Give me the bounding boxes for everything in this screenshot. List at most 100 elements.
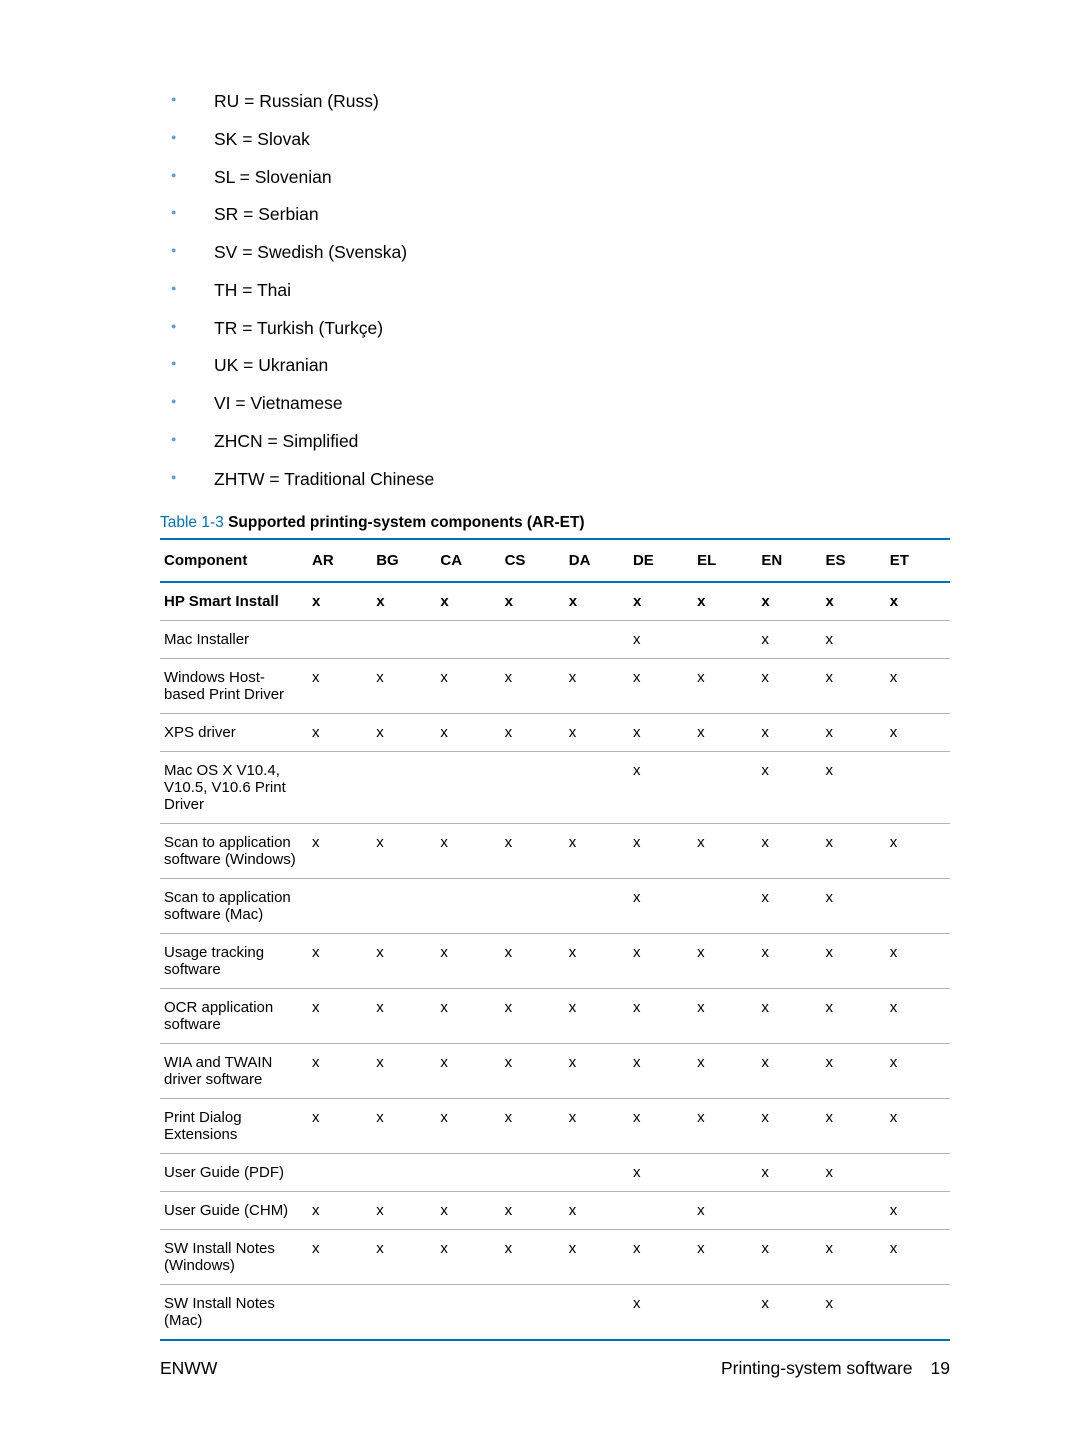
matrix-cell: x xyxy=(501,1230,565,1285)
matrix-cell: x xyxy=(757,659,821,714)
matrix-cell xyxy=(308,879,372,934)
component-name: Scan to application software (Windows) xyxy=(160,824,308,879)
component-name: Mac Installer xyxy=(160,621,308,659)
matrix-cell: x xyxy=(822,714,886,752)
matrix-cell xyxy=(886,752,950,824)
table-row: Scan to application software (Windows)xx… xyxy=(160,824,950,879)
matrix-cell xyxy=(436,752,500,824)
matrix-cell: x xyxy=(693,1230,757,1285)
language-item: ZHCN = Simplified xyxy=(170,430,950,453)
matrix-cell: x xyxy=(886,1044,950,1099)
table-row: Mac OS X V10.4, V10.5, V10.6 Print Drive… xyxy=(160,752,950,824)
matrix-cell xyxy=(886,879,950,934)
matrix-cell: x xyxy=(436,1192,500,1230)
matrix-cell: x xyxy=(757,714,821,752)
matrix-cell: x xyxy=(757,621,821,659)
table-col-header: AR xyxy=(308,539,372,582)
matrix-cell: x xyxy=(436,659,500,714)
matrix-cell: x xyxy=(565,714,629,752)
matrix-cell: x xyxy=(693,1099,757,1154)
matrix-cell xyxy=(501,1154,565,1192)
matrix-cell: x xyxy=(436,1099,500,1154)
matrix-cell: x xyxy=(308,1192,372,1230)
matrix-cell xyxy=(501,879,565,934)
table-row: Mac Installerxxx xyxy=(160,621,950,659)
matrix-cell: x xyxy=(308,659,372,714)
matrix-cell: x xyxy=(693,989,757,1044)
matrix-cell: x xyxy=(822,1230,886,1285)
matrix-cell xyxy=(565,752,629,824)
matrix-cell: x xyxy=(308,824,372,879)
table-row: User Guide (PDF)xxx xyxy=(160,1154,950,1192)
matrix-cell: x xyxy=(372,824,436,879)
matrix-cell xyxy=(308,621,372,659)
matrix-cell xyxy=(501,621,565,659)
matrix-cell: x xyxy=(693,582,757,621)
table-caption-text: Supported printing-system components (AR… xyxy=(224,514,585,531)
matrix-cell: x xyxy=(629,989,693,1044)
matrix-cell: x xyxy=(886,1230,950,1285)
matrix-cell xyxy=(629,1192,693,1230)
component-name: User Guide (PDF) xyxy=(160,1154,308,1192)
table-number: Table 1-3 xyxy=(160,514,224,531)
language-item: SR = Serbian xyxy=(170,203,950,226)
matrix-cell: x xyxy=(757,934,821,989)
component-name: Scan to application software (Mac) xyxy=(160,879,308,934)
matrix-cell: x xyxy=(629,824,693,879)
matrix-cell: x xyxy=(501,1192,565,1230)
matrix-cell: x xyxy=(822,659,886,714)
matrix-cell xyxy=(693,1285,757,1341)
matrix-cell: x xyxy=(308,1230,372,1285)
table-row: Windows Host-based Print Driverxxxxxxxxx… xyxy=(160,659,950,714)
matrix-cell: x xyxy=(629,879,693,934)
component-name: XPS driver xyxy=(160,714,308,752)
matrix-cell: x xyxy=(372,934,436,989)
matrix-cell: x xyxy=(501,934,565,989)
language-item: RU = Russian (Russ) xyxy=(170,90,950,113)
matrix-cell: x xyxy=(436,989,500,1044)
matrix-cell: x xyxy=(436,1044,500,1099)
matrix-cell: x xyxy=(886,659,950,714)
component-name: SW Install Notes (Windows) xyxy=(160,1230,308,1285)
component-name: OCR application software xyxy=(160,989,308,1044)
table-col-header: CA xyxy=(436,539,500,582)
table-col-header: Component xyxy=(160,539,308,582)
matrix-cell: x xyxy=(822,1044,886,1099)
matrix-cell: x xyxy=(629,621,693,659)
component-name: Print Dialog Extensions xyxy=(160,1099,308,1154)
matrix-cell: x xyxy=(886,934,950,989)
matrix-cell: x xyxy=(757,989,821,1044)
matrix-cell: x xyxy=(693,934,757,989)
matrix-cell xyxy=(886,621,950,659)
table-row: Scan to application software (Mac)xxx xyxy=(160,879,950,934)
matrix-cell: x xyxy=(372,1192,436,1230)
matrix-cell xyxy=(886,1285,950,1341)
matrix-cell: x xyxy=(372,989,436,1044)
matrix-cell xyxy=(372,621,436,659)
language-item: TH = Thai xyxy=(170,279,950,302)
matrix-cell xyxy=(372,1154,436,1192)
matrix-cell xyxy=(693,879,757,934)
component-name: Usage tracking software xyxy=(160,934,308,989)
matrix-cell: x xyxy=(308,1044,372,1099)
table-row: WIA and TWAIN driver softwarexxxxxxxxxx xyxy=(160,1044,950,1099)
matrix-cell xyxy=(693,621,757,659)
matrix-cell: x xyxy=(565,659,629,714)
matrix-cell: x xyxy=(629,659,693,714)
matrix-cell: x xyxy=(886,989,950,1044)
matrix-cell: x xyxy=(308,1099,372,1154)
table-col-header: ET xyxy=(886,539,950,582)
matrix-cell: x xyxy=(757,582,821,621)
table-col-header: CS xyxy=(501,539,565,582)
matrix-cell: x xyxy=(822,752,886,824)
matrix-cell xyxy=(501,1285,565,1341)
matrix-cell xyxy=(308,1154,372,1192)
page-footer: ENWW Printing-system software19 xyxy=(160,1358,950,1379)
matrix-cell xyxy=(822,1192,886,1230)
component-name: User Guide (CHM) xyxy=(160,1192,308,1230)
matrix-cell: x xyxy=(629,582,693,621)
matrix-cell: x xyxy=(436,582,500,621)
language-item: SK = Slovak xyxy=(170,128,950,151)
table-row: Usage tracking softwarexxxxxxxxxx xyxy=(160,934,950,989)
matrix-cell: x xyxy=(501,714,565,752)
